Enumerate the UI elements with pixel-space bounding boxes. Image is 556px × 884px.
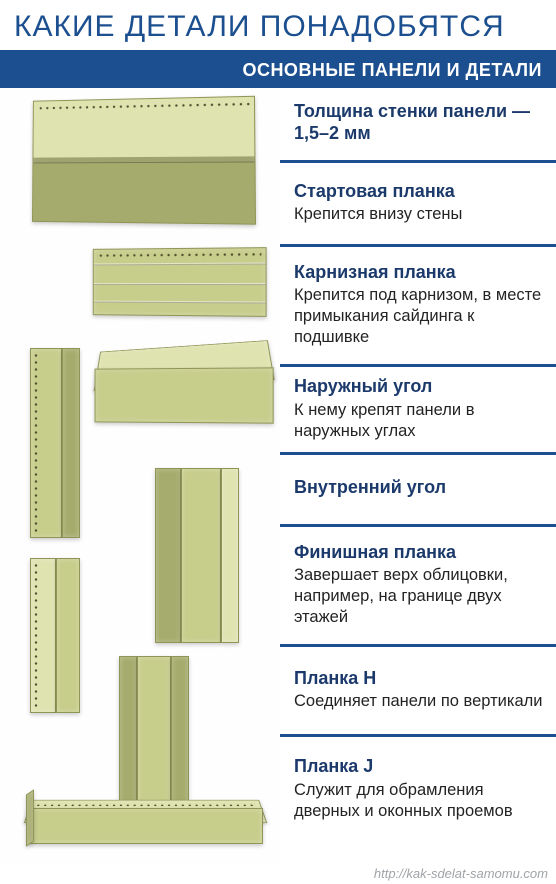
row-desc: Соединяет панели по вертикали	[294, 691, 544, 712]
page-title: КАКИЕ ДЕТАЛИ ПОНАДОБЯТСЯ	[0, 0, 556, 50]
inner-corner-3	[221, 468, 239, 643]
row-inner-corner: Внутренний угол	[280, 455, 556, 527]
row-title: Толщина стенки панели — 1,5–2 мм	[294, 100, 544, 145]
j-strip-side	[26, 789, 34, 847]
h-strip-m	[137, 656, 171, 806]
row-starter-strip: Стартовая планка Крепится внизу стены	[280, 163, 556, 247]
row-cornice-strip: Карнизная планка Крепится под карнизом, …	[280, 247, 556, 367]
row-main-panel: Толщина стенки панели — 1,5–2 мм	[280, 88, 556, 163]
illustration-column	[0, 88, 280, 863]
finish-strip	[56, 558, 80, 713]
row-finish-strip: Финишная планка Завершает верх облицовки…	[280, 527, 556, 647]
row-title: Планка J	[294, 755, 544, 778]
inner-corner-2	[181, 468, 221, 643]
outer-corner-dots	[34, 352, 46, 534]
content-area: Толщина стенки панели — 1,5–2 мм Стартов…	[0, 88, 556, 863]
finish-dots	[34, 562, 38, 710]
row-title: Карнизная планка	[294, 261, 544, 284]
description-column: Толщина стенки панели — 1,5–2 мм Стартов…	[280, 88, 556, 863]
cornice-strip-front	[95, 367, 274, 423]
row-title: Планка Н	[294, 667, 544, 690]
h-strip-l	[119, 656, 137, 806]
watermark: http://kak-sdelat-samomu.com	[374, 866, 548, 881]
row-outer-corner: Наружный угол К нему крепят панели в нар…	[280, 367, 556, 455]
row-desc: Крепится внизу стены	[294, 204, 544, 225]
row-desc: К нему крепят панели в наружных углах	[294, 400, 544, 442]
starter-strip	[93, 247, 267, 317]
j-strip-front	[28, 808, 263, 844]
row-desc: Служит для обрамления дверных и оконных …	[294, 780, 544, 822]
inner-corner	[155, 468, 181, 643]
row-title: Наружный угол	[294, 375, 544, 398]
row-h-strip: Планка Н Соединяет панели по вертикали	[280, 647, 556, 737]
row-title: Финишная планка	[294, 541, 544, 564]
row-j-strip: Планка J Служит для обрамления дверных и…	[280, 737, 556, 842]
row-desc: Завершает верх облицовки, например, на г…	[294, 565, 544, 628]
row-title: Стартовая планка	[294, 180, 544, 203]
row-desc: Крепится под карнизом, в месте примыкани…	[294, 285, 544, 348]
subheader: ОСНОВНЫЕ ПАНЕЛИ И ДЕТАЛИ	[0, 53, 556, 88]
outer-corner-side	[62, 348, 80, 538]
h-strip-r	[171, 656, 189, 806]
main-panel	[32, 96, 256, 225]
row-title: Внутренний угол	[294, 476, 544, 499]
